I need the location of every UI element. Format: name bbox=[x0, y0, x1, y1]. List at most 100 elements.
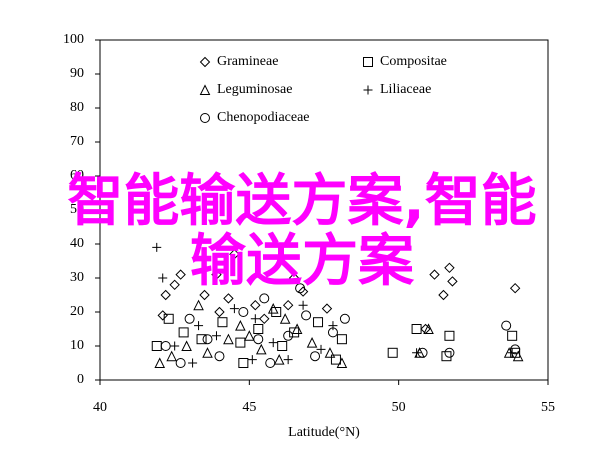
point bbox=[247, 355, 257, 365]
point bbox=[181, 340, 192, 351]
point bbox=[441, 351, 452, 362]
point bbox=[157, 310, 168, 321]
point bbox=[444, 262, 455, 274]
point bbox=[170, 341, 180, 351]
point bbox=[193, 299, 204, 311]
point bbox=[202, 347, 213, 358]
point bbox=[429, 269, 440, 280]
point bbox=[444, 330, 455, 341]
point bbox=[310, 351, 321, 362]
legend-marker bbox=[199, 84, 211, 95]
point bbox=[336, 334, 347, 345]
point bbox=[199, 289, 210, 301]
point bbox=[438, 289, 449, 301]
point bbox=[196, 334, 207, 345]
point bbox=[298, 300, 308, 310]
point bbox=[211, 331, 221, 341]
y-tick-label: 10 bbox=[70, 338, 84, 353]
legend-marker bbox=[363, 57, 373, 67]
point bbox=[214, 351, 225, 362]
y-tick-label: 60 bbox=[70, 168, 84, 183]
point bbox=[184, 313, 195, 324]
point bbox=[423, 323, 434, 334]
point bbox=[512, 350, 524, 362]
point bbox=[255, 343, 267, 355]
point bbox=[291, 323, 303, 334]
point bbox=[268, 338, 278, 348]
point bbox=[202, 334, 213, 345]
y-tick-label: 100 bbox=[63, 32, 84, 47]
point bbox=[313, 317, 324, 328]
point bbox=[295, 283, 306, 294]
point bbox=[259, 293, 270, 304]
point bbox=[235, 337, 246, 348]
point bbox=[244, 330, 255, 341]
point bbox=[194, 321, 204, 331]
point bbox=[501, 320, 512, 331]
y-tick-label: 0 bbox=[77, 372, 84, 387]
point bbox=[324, 347, 336, 358]
point bbox=[178, 327, 189, 338]
x-tick-label: 50 bbox=[392, 400, 406, 415]
point bbox=[387, 347, 398, 358]
point bbox=[412, 348, 422, 358]
point bbox=[250, 299, 261, 311]
point bbox=[217, 317, 228, 328]
y-tick-label: 90 bbox=[70, 66, 84, 81]
x-tick-label: 55 bbox=[541, 400, 555, 415]
point bbox=[306, 336, 318, 348]
point bbox=[154, 357, 166, 368]
point bbox=[507, 330, 518, 341]
y-tick-label: 20 bbox=[70, 304, 84, 319]
point bbox=[166, 350, 177, 362]
x-tick-label: 45 bbox=[242, 400, 256, 415]
point bbox=[301, 310, 312, 321]
point bbox=[328, 321, 338, 331]
point bbox=[223, 293, 234, 304]
point bbox=[229, 248, 240, 260]
point bbox=[288, 272, 300, 284]
watermark: 输送方案 bbox=[190, 229, 415, 294]
point bbox=[510, 344, 521, 355]
point bbox=[297, 286, 309, 297]
point bbox=[411, 324, 422, 334]
point bbox=[277, 341, 288, 351]
point bbox=[447, 276, 458, 287]
y-tick-label: 80 bbox=[70, 100, 84, 115]
legend-label: Chenopodiaceae bbox=[217, 110, 310, 125]
point bbox=[282, 299, 294, 311]
point bbox=[158, 273, 168, 283]
point bbox=[175, 358, 186, 368]
point bbox=[163, 313, 174, 324]
point bbox=[223, 333, 234, 345]
y-tick-label: 30 bbox=[70, 270, 84, 285]
legend-marker bbox=[199, 56, 211, 68]
watermark: 智能输送方案,智能 bbox=[67, 169, 536, 234]
y-tick-label: 40 bbox=[70, 236, 84, 251]
point bbox=[253, 334, 264, 345]
point bbox=[235, 319, 246, 331]
point bbox=[271, 307, 282, 317]
point bbox=[279, 313, 291, 324]
point bbox=[152, 242, 162, 252]
point bbox=[283, 355, 293, 365]
point bbox=[253, 324, 264, 334]
point bbox=[211, 269, 222, 280]
legend-marker bbox=[200, 113, 210, 123]
x-tick-label: 40 bbox=[93, 400, 107, 415]
point bbox=[417, 347, 428, 358]
point bbox=[160, 289, 171, 301]
point bbox=[316, 344, 326, 354]
point bbox=[267, 302, 279, 314]
legend-label: Liliaceae bbox=[380, 82, 431, 97]
point bbox=[283, 330, 294, 341]
point bbox=[327, 327, 338, 338]
point bbox=[273, 353, 285, 365]
point bbox=[169, 279, 180, 291]
y-tick-label: 70 bbox=[70, 134, 84, 149]
point bbox=[330, 354, 341, 365]
point bbox=[321, 303, 333, 314]
point bbox=[336, 357, 348, 368]
point bbox=[214, 306, 225, 318]
point bbox=[160, 341, 171, 351]
